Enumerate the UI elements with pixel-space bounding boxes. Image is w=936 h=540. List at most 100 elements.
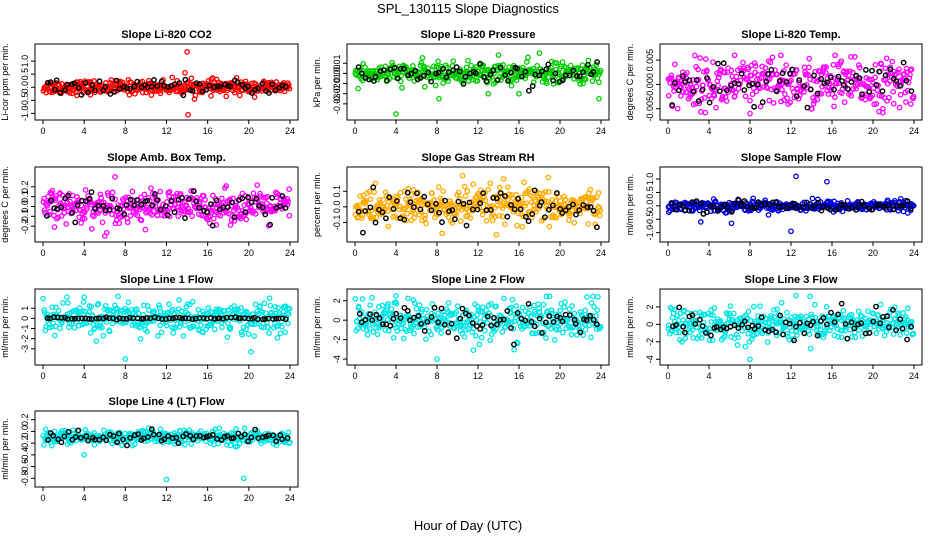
data-point [890,331,897,337]
data-point [458,218,464,224]
reference-point [127,196,134,203]
data-point [510,195,516,201]
x-tick-label: 8 [747,248,752,258]
data-point [57,325,63,332]
y-tick-label: -2 [645,338,655,346]
data-point [169,74,176,81]
reference-point [545,61,552,68]
reference-point [171,81,178,88]
data-point [880,105,886,112]
reference-point [480,190,486,197]
reference-point [505,78,511,84]
data-point [49,304,56,311]
reference-point [473,323,480,329]
data-point [63,221,70,227]
data-point [487,337,494,344]
data-point [811,98,818,104]
reference-point [211,84,218,91]
data-point [753,88,760,95]
reference-point [866,330,873,336]
reference-point [566,72,573,79]
reference-point [267,221,273,228]
panel-title: Slope Li-820 CO2 [121,29,211,41]
data-point [75,197,82,203]
reference-point [65,192,72,199]
data-point [844,68,850,75]
reference-point [109,195,116,202]
data-point [715,82,721,89]
data-point [752,63,759,69]
reference-point [148,426,155,433]
data-point [216,425,223,432]
reference-point [686,313,693,320]
y-tick-label: -0.2 [20,435,30,451]
x-tick-label: 12 [473,126,483,136]
reference-point [811,203,817,209]
reference-point [786,320,793,327]
reference-point [157,206,164,213]
y-tick-label: -0.4 [20,447,30,463]
data-point [878,61,885,68]
x-tick-label: 16 [514,126,524,136]
reference-point [443,74,450,81]
data-point [823,64,830,70]
x-tick-label: 4 [82,248,87,258]
reference-point [815,199,821,206]
data-point [205,305,212,311]
data-point [564,317,571,323]
data-point [727,303,734,309]
reference-point [415,312,422,319]
data-point [697,55,703,61]
y-tick-label: -0.01 [332,73,342,94]
reference-point [584,204,591,211]
data-point [800,88,807,95]
data-point [453,211,460,217]
panel-title: Slope Line 3 Flow [745,274,838,286]
panel-title: Slope Li-820 Temp. [741,29,840,41]
data-point [252,301,259,308]
data-point [468,62,475,69]
x-tick-label: 24 [909,126,919,136]
panel-title: Slope Amb. Box Temp. [107,152,226,164]
reference-point [500,316,507,323]
reference-point [526,87,532,94]
reference-point [827,206,834,213]
reference-point [886,324,892,331]
data-point [896,104,903,111]
reference-point [908,88,915,95]
data-point [873,100,880,107]
data-point [841,99,848,106]
data-point [510,325,517,332]
data-point [716,71,723,78]
x-tick-label: 0 [665,248,670,258]
reference-point [282,83,289,90]
data-point [285,320,291,327]
data-point [698,335,705,341]
reference-point [75,84,82,91]
reference-point [491,314,497,321]
data-point [405,295,411,302]
data-point [493,231,500,238]
data-point [730,77,737,84]
reference-point [594,59,600,65]
data-point [95,301,102,307]
x-tick-label: 12 [161,126,171,136]
reference-point [113,316,120,323]
reference-point [151,77,157,83]
data-points [40,174,293,239]
reference-point [259,204,266,211]
x-tick-label: 0 [40,248,45,258]
data-point [464,188,471,195]
data-point [423,306,430,313]
data-point [684,69,690,76]
data-point [597,207,604,214]
x-tick-label: 16 [203,493,213,503]
data-point [51,224,58,230]
reference-point [64,81,70,88]
data-point [704,67,710,74]
reference-point [838,201,845,208]
data-point [742,343,749,350]
reference-point [583,317,590,324]
reference-point [57,90,63,96]
data-point [455,189,462,196]
